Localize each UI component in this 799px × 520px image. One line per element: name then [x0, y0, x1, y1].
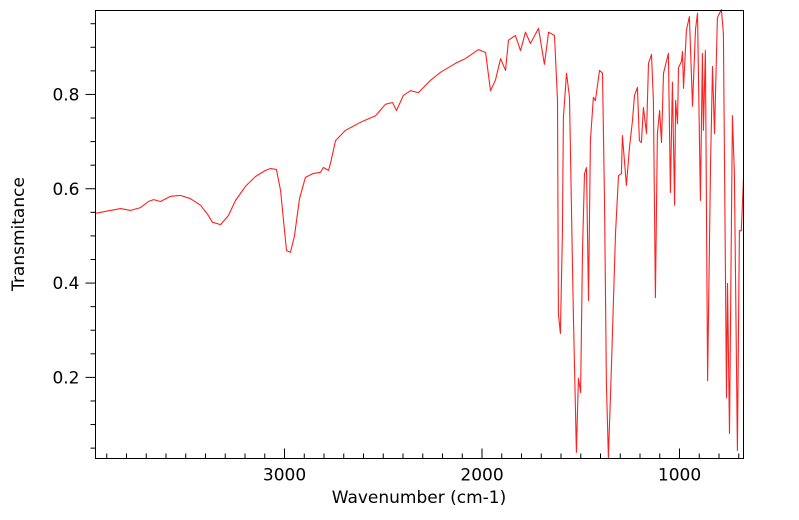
x-tick-label: 3000	[263, 466, 306, 486]
plot-frame	[95, 10, 744, 459]
axis-ticks	[85, 23, 740, 459]
x-tick-label: 1000	[658, 466, 701, 486]
y-tick-label: 0.8	[52, 85, 79, 105]
y-axis-label: Transmitance	[9, 177, 29, 292]
x-axis-label: Wavenumber (cm-1)	[332, 488, 507, 508]
y-tick-label: 0.4	[52, 274, 79, 294]
x-tick-label: 2000	[460, 466, 503, 486]
y-tick-label: 0.2	[52, 368, 79, 388]
y-tick-labels: 0.2 0.4 0.6 0.8	[52, 85, 79, 388]
spectrum-line	[95, 9, 745, 459]
x-tick-labels: 3000 2000 1000	[263, 466, 701, 486]
y-tick-label: 0.6	[52, 180, 79, 200]
